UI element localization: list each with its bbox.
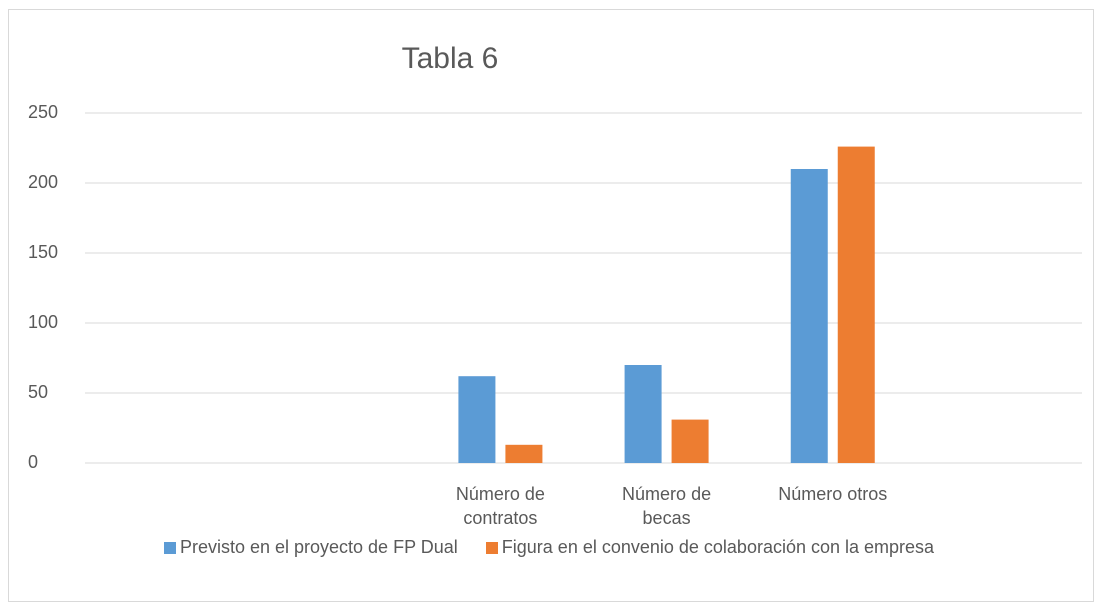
bar [505,444,543,463]
bar [837,146,875,463]
legend-swatch [163,541,176,554]
bar [624,365,662,463]
y-tick-label: 0 [28,452,38,472]
legend: Previsto en el proyecto de FP Dual Figura… [0,537,1098,558]
y-tick-label: 200 [28,172,58,192]
legend-item: Figura en el convenio de colaboración co… [485,537,935,558]
legend-label: Figura en el convenio de colaboración co… [501,537,935,557]
x-tick-label: Número otros [778,484,888,504]
x-tick-label: Número de becas [622,484,712,528]
legend-label: Previsto en el proyecto de FP Dual [179,537,458,557]
x-tick-label: Número de contratos [455,484,545,528]
chart-border [8,9,1094,602]
y-tick-label: 100 [28,312,58,332]
bar [671,419,709,463]
bar [458,376,496,463]
y-tick-label: 50 [28,382,48,402]
chart-title: Tabla 6 [402,42,499,75]
legend-swatch [485,541,498,554]
legend-item: Previsto en el proyecto de FP Dual [163,537,458,558]
bar [790,169,828,463]
y-tick-label: 250 [28,102,58,122]
y-tick-label: 150 [28,242,58,262]
